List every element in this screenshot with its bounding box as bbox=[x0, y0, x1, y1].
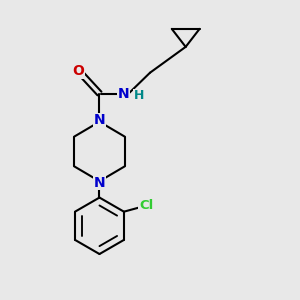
Text: H: H bbox=[134, 89, 144, 102]
Text: N: N bbox=[94, 113, 105, 127]
Text: O: O bbox=[72, 64, 84, 78]
Text: Cl: Cl bbox=[139, 199, 153, 212]
Text: N: N bbox=[94, 176, 105, 190]
Text: N: N bbox=[117, 86, 129, 100]
